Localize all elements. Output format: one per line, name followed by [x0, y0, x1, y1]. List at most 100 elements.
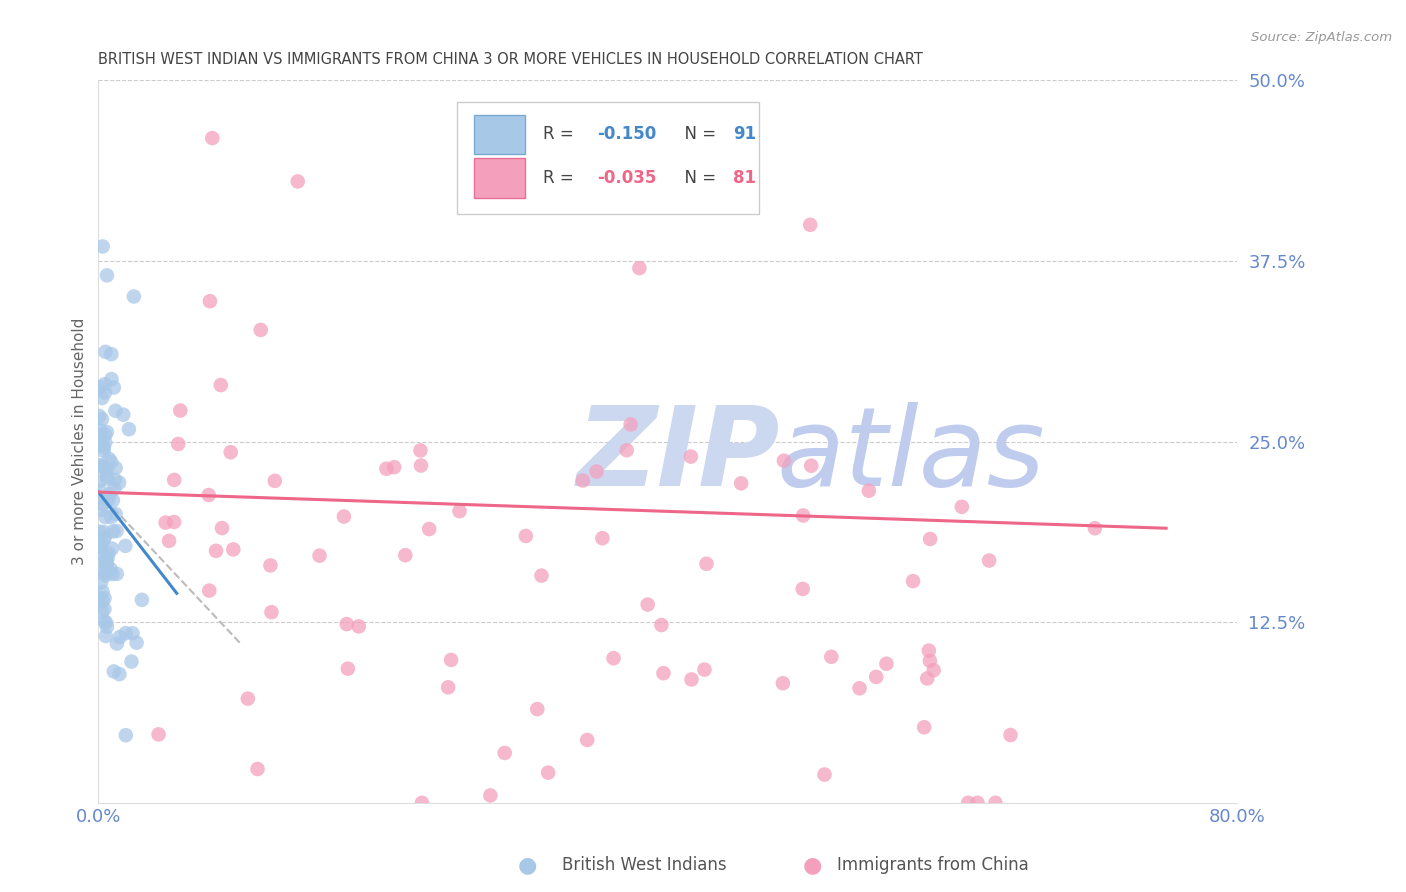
Point — [118, 422, 141, 436]
Text: N =: N = — [673, 126, 721, 144]
Point — [209, 378, 232, 392]
Point — [94, 568, 117, 582]
Point — [820, 649, 842, 664]
Point — [249, 323, 271, 337]
Point — [198, 583, 221, 598]
Point — [90, 546, 112, 560]
Point — [93, 602, 115, 616]
Point — [94, 555, 117, 569]
Point — [97, 451, 120, 466]
Point — [163, 515, 186, 529]
Point — [695, 557, 717, 571]
Point — [90, 575, 112, 590]
Point — [591, 531, 613, 545]
Point — [211, 521, 233, 535]
Text: 91: 91 — [733, 126, 756, 144]
Point — [679, 450, 702, 464]
Point — [616, 443, 638, 458]
Point — [205, 544, 228, 558]
Text: R =: R = — [543, 169, 579, 186]
Point — [848, 681, 870, 696]
Point — [94, 615, 117, 630]
Point — [259, 558, 281, 573]
Point — [104, 473, 127, 487]
Point — [93, 377, 115, 392]
Point — [90, 502, 112, 516]
Point — [96, 558, 118, 573]
Point — [91, 594, 114, 608]
Point — [97, 546, 120, 560]
Point — [91, 584, 114, 599]
Point — [93, 615, 115, 629]
Point — [977, 553, 1000, 567]
Point — [93, 533, 115, 547]
Point — [89, 475, 111, 489]
Point — [163, 473, 186, 487]
Point — [437, 681, 460, 695]
Point — [336, 617, 359, 632]
Point — [637, 598, 659, 612]
Point — [94, 510, 117, 524]
Point — [89, 524, 111, 539]
Point — [167, 437, 190, 451]
Point — [201, 131, 224, 145]
Point — [96, 472, 118, 486]
Point — [411, 796, 433, 810]
Point — [114, 728, 136, 742]
Point — [576, 733, 599, 747]
Point — [449, 504, 471, 518]
Point — [94, 385, 117, 400]
Text: R =: R = — [543, 126, 579, 144]
Point — [681, 673, 703, 687]
Point — [100, 455, 122, 469]
Point — [772, 676, 794, 690]
Point — [918, 643, 941, 657]
Point — [1000, 728, 1022, 742]
Point — [105, 636, 128, 650]
Point — [105, 566, 128, 581]
Point — [96, 551, 118, 566]
Text: ●: ● — [803, 855, 823, 875]
Point — [96, 469, 118, 483]
Point — [920, 532, 942, 546]
Point — [526, 702, 548, 716]
Point — [114, 626, 136, 640]
Point — [94, 629, 117, 643]
Point — [409, 443, 432, 458]
Point — [628, 261, 651, 276]
Point — [336, 662, 359, 676]
Text: 81: 81 — [733, 169, 756, 186]
Point — [93, 562, 115, 576]
Text: N =: N = — [673, 169, 721, 186]
Point — [382, 460, 405, 475]
Text: BRITISH WEST INDIAN VS IMMIGRANTS FROM CHINA 3 OR MORE VEHICLES IN HOUSEHOLD COR: BRITISH WEST INDIAN VS IMMIGRANTS FROM C… — [98, 52, 924, 67]
Point — [93, 443, 115, 458]
Bar — [474, 114, 526, 154]
Point — [91, 498, 114, 512]
Point — [409, 458, 432, 473]
Point — [96, 555, 118, 569]
Point — [792, 582, 814, 596]
Point — [1084, 521, 1107, 535]
Point — [100, 562, 122, 576]
Point — [100, 372, 122, 386]
Point — [89, 541, 111, 555]
Point — [91, 605, 114, 619]
Point — [89, 540, 111, 554]
Point — [865, 670, 887, 684]
Point — [91, 412, 114, 426]
Point — [104, 507, 127, 521]
Point — [108, 475, 131, 490]
Point — [347, 619, 370, 633]
Point — [198, 294, 221, 309]
Point — [105, 524, 128, 538]
Point — [813, 767, 835, 781]
Point — [94, 553, 117, 567]
Point — [94, 557, 117, 571]
Point — [543, 160, 565, 174]
Point — [950, 500, 973, 514]
Point — [773, 454, 796, 468]
Point — [101, 541, 124, 556]
Point — [912, 720, 935, 734]
Point — [108, 630, 131, 644]
